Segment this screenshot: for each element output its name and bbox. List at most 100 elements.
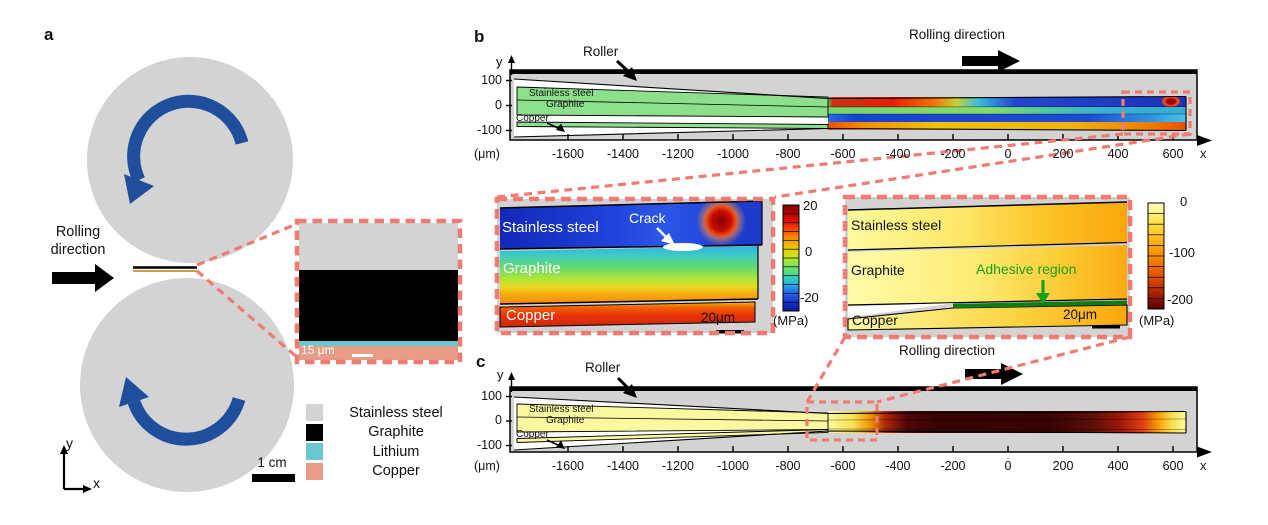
legend-swatch-copper: [306, 462, 323, 480]
panel-c-x-axis-label: x: [1200, 458, 1207, 473]
panel-c-xtick-7: -200: [940, 459, 966, 473]
panel-c-copper-arrowhead: [556, 440, 565, 449]
panel-c-ss-graphite-interface: [516, 416, 829, 422]
panel-b-y-tickmarks: [506, 79, 512, 132]
panel-b-roller-arrowhead: [623, 67, 637, 81]
panel-b-strip-band2: [828, 107, 1186, 114]
zoom-connector-c-right: [876, 335, 1131, 404]
inset-crack-label-stainless: Stainless steel: [502, 219, 599, 236]
inset-crack-graphite-band: [500, 246, 758, 304]
panel-b-xtick-8: 0: [1004, 147, 1012, 161]
legend-label-stainless-steel: Stainless steel: [349, 404, 443, 421]
panel-b-ytick-100: 100: [481, 73, 502, 87]
scalebar-1cm-label: 1 cm: [257, 455, 287, 470]
panel-c-xtick-3: -1000: [717, 459, 749, 473]
legend-item-graphite: Graphite: [306, 423, 460, 441]
panel-c-layer-graphite: Graphite: [546, 415, 585, 426]
panel-c-xtick-9: 200: [1052, 459, 1074, 473]
panel-c-xtick-5: -600: [830, 459, 856, 473]
adhesive-region-label: Adhesive region: [976, 261, 1077, 277]
colorbar-crack-unit: (MPa): [773, 313, 809, 328]
crack-label: Crack: [629, 210, 666, 226]
legend-item-copper: Copper: [306, 462, 460, 480]
panel-c-ytick-100: 100: [481, 389, 502, 403]
inset-adhesive-ss-graphite-line: [847, 241, 1128, 251]
panel-c-x-axis-arrowhead: [1197, 446, 1212, 458]
zoom-box-c: [805, 400, 879, 442]
legend-swatch-stainless-steel: [306, 404, 323, 421]
panel-c-xtick-0: -1600: [552, 459, 584, 473]
inset-a-graphite-band: [299, 270, 458, 341]
panel-b-xtick-11: 600: [1162, 147, 1184, 161]
rolling-direction-arrow-a: [52, 264, 114, 292]
adhesive-layer-line: [952, 300, 1128, 309]
panel-b-strip-band4: [828, 122, 1186, 130]
inset-adhesive-gap-wedge: [848, 303, 955, 318]
legend-label-graphite: Graphite: [368, 424, 424, 440]
panel-c-xtick-4: -800: [775, 459, 801, 473]
rotation-arrowhead-top: [124, 174, 154, 204]
scalebar-1cm: [252, 474, 295, 482]
panel-c-y-axis-arrowhead: [508, 372, 515, 380]
panel-b-xtick-1: -1400: [607, 147, 639, 161]
legend-swatch-graphite: [306, 423, 323, 441]
inset-crack-label-copper: Copper: [506, 307, 556, 324]
inset-adhesive-label-stainless: Stainless steel: [851, 217, 942, 233]
inset-adhesive-graphite-bottom-line: [847, 298, 1128, 306]
panel-b-xtick-0: -1600: [552, 147, 584, 161]
legend-label-lithium: Lithium: [372, 443, 420, 460]
inset-adhesive-label-graphite: Graphite: [851, 262, 905, 278]
panel-c-copper-strip: [516, 429, 829, 443]
colorbar-adhesive-tick-bottom: -200: [1167, 292, 1194, 307]
colorbar-crack-tick-top: 20: [803, 198, 818, 213]
panel-c-label: c: [476, 352, 486, 371]
panel-c-rolling-direction-label: Rolling direction: [899, 343, 996, 358]
panel-b-axis-unit: (μm): [474, 147, 500, 161]
colorbar-crack-tick-bottom: -20: [800, 290, 819, 305]
panel-b-xtick-10: 400: [1107, 147, 1129, 161]
panel-b-x-axis-label: x: [1200, 146, 1207, 161]
panel-b-xtick-9: 200: [1052, 147, 1074, 161]
legend-swatch-lithium: [306, 443, 323, 460]
inset-crack-ss-band: [500, 201, 762, 249]
panel-b-xtick-3: -1000: [717, 147, 749, 161]
panel-b-xtick-7: -200: [940, 147, 966, 161]
inset-a-lithium-band: [299, 341, 458, 346]
colorbar-adhesive-tick-mid: -100: [1169, 245, 1196, 260]
panel-c-roller-arrowhead: [623, 384, 637, 398]
inset-adhesive-copper-band: [847, 304, 1128, 331]
panel-c-y-axis-label: y: [497, 367, 504, 382]
rolling-direction-arrow-c: [965, 363, 1023, 385]
panel-c-xtick-2: -1200: [662, 459, 694, 473]
rolling-direction-arrow-b: [962, 50, 1020, 72]
panel-b-y-axis-arrowhead: [508, 55, 515, 63]
panel-b-ytick-0: 0: [495, 98, 502, 112]
panel-c-strip-interface1: [827, 418, 1187, 421]
panel-c-xtick-11: 600: [1162, 459, 1184, 473]
panel-c-strip-interface2: [827, 428, 1187, 430]
roller-top-circle: [87, 57, 293, 263]
panel-c-strip: [828, 411, 1186, 433]
legend-item-stainless-steel: Stainless steel: [306, 404, 460, 421]
panel-c-roller-arrow: [616, 376, 631, 391]
panel-b-ytick-neg100: -100: [476, 123, 502, 137]
panel-b-roller-lower-line: [513, 127, 1187, 138]
panel-b-stress-blob-inner: [1165, 98, 1177, 105]
panel-b-strip-band3: [828, 114, 1186, 122]
panel-b-xtick-4: -800: [775, 147, 801, 161]
panel-b-rolling-direction-label: Rolling direction: [909, 27, 1006, 42]
inset-a-scalebar: [352, 354, 373, 357]
panel-c-ytick-0: 0: [495, 413, 502, 427]
inset-adhesive-border: [842, 194, 1133, 340]
panel-b-xtick-2: -1200: [662, 147, 694, 161]
material-legend: Stainless steel Graphite Lithium Copper: [306, 404, 460, 480]
zoom-box-b: [1121, 90, 1192, 136]
panel-b-strip-band1: [828, 97, 1186, 107]
panel-c-xtick-10: 400: [1107, 459, 1129, 473]
inset-a-copper-band: [299, 346, 458, 360]
panel-c-xtick-8: 0: [1004, 459, 1012, 473]
crack-arrowhead: [661, 233, 675, 245]
inset-a-scalebar-label: 15 μm: [301, 343, 335, 357]
zoom-connector-b-left: [496, 132, 1124, 199]
crack-arrow: [656, 227, 667, 238]
